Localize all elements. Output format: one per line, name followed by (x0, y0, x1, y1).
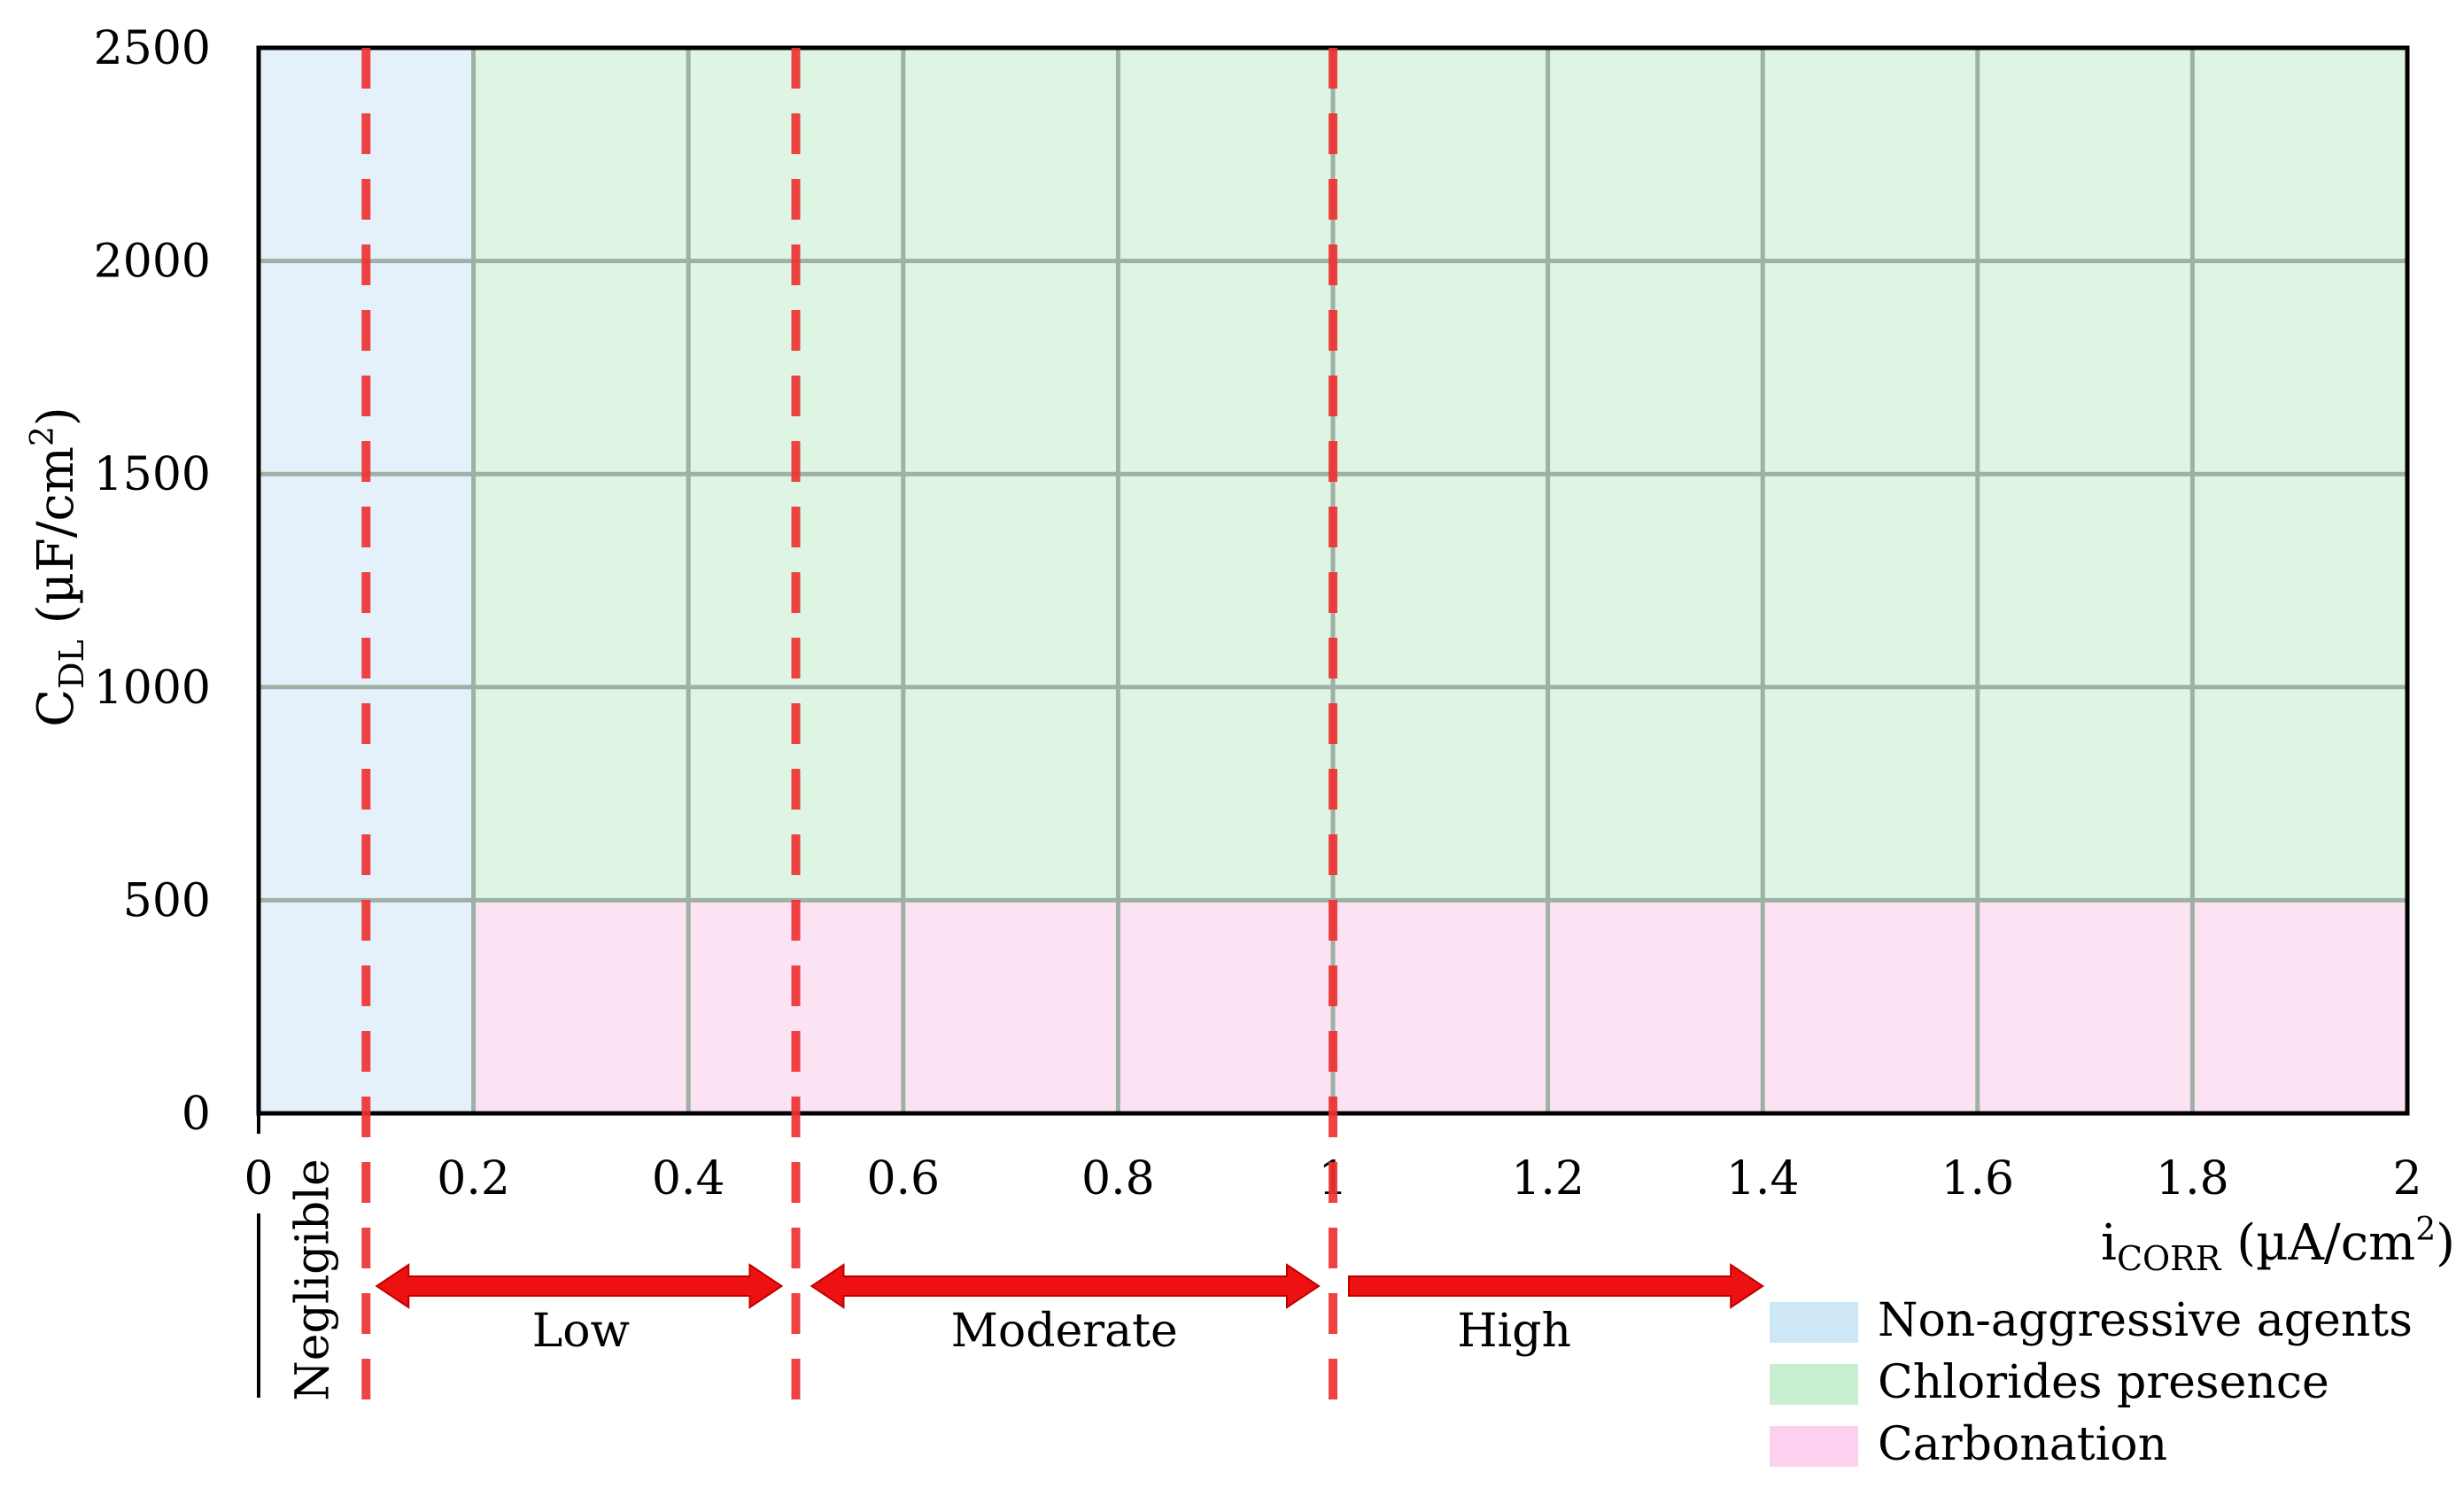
region-carbonation (473, 900, 2407, 1113)
threshold-lines (361, 48, 1337, 1424)
legend-swatch-chlorides-presence (1770, 1364, 1858, 1405)
legend: Non-aggressive agents Chlorides presence C… (1770, 1294, 2413, 1471)
x-tick-label: 0.2 (437, 1152, 510, 1205)
legend-swatch-non-aggressive-agents (1770, 1302, 1858, 1343)
y-tick-label: 1500 (94, 448, 211, 501)
band-arrow-moderate (810, 1263, 1321, 1309)
y-tick-label: 1000 (94, 662, 211, 715)
x-tick-label: 0.6 (866, 1152, 940, 1205)
legend-swatch-carbonation (1770, 1426, 1858, 1467)
legend-label-carbonation: Carbonation (1878, 1418, 2167, 1471)
y-tick-label: 2000 (94, 236, 211, 289)
rate-bands: Negligible Low Moderate High (257, 1159, 1765, 1401)
x-tick-label: 0.8 (1081, 1152, 1155, 1205)
x-tick-label: 1.2 (1511, 1152, 1585, 1205)
x-tick-label: 0.4 (652, 1152, 725, 1205)
x-tick-label: 2 (2392, 1152, 2421, 1205)
y-axis-title: CDL (µF/cm2) (25, 407, 91, 727)
band-label-low: Low (532, 1305, 630, 1358)
y-tick-labels: 0 500 1000 1500 2000 2500 (94, 22, 211, 1141)
x-tick-labels: 00.20.40.60.811.21.41.61.82 (244, 1152, 2421, 1205)
band-arrow-high (1348, 1263, 1765, 1309)
band-label-negligible: Negligible (287, 1159, 340, 1400)
legend-label-non-aggressive-agents: Non-aggressive agents (1878, 1294, 2413, 1347)
y-tick-label: 2500 (94, 22, 211, 75)
y-tick-label: 500 (123, 874, 211, 927)
band-label-high: High (1457, 1305, 1571, 1358)
band-label-moderate: Moderate (951, 1305, 1178, 1358)
x-tick-label: 1.8 (2156, 1152, 2229, 1205)
x-tick-label: 1.4 (1726, 1152, 1800, 1205)
x-axis-title: iCORR (µA/cm2) (2101, 1212, 2455, 1278)
band-arrow-low (375, 1263, 784, 1309)
x-tick-label: 1.6 (1941, 1152, 2014, 1205)
legend-label-chlorides-presence: Chlorides presence (1878, 1356, 2329, 1409)
y-tick-label: 0 (182, 1088, 211, 1141)
x-tick-label: 0 (244, 1152, 273, 1205)
